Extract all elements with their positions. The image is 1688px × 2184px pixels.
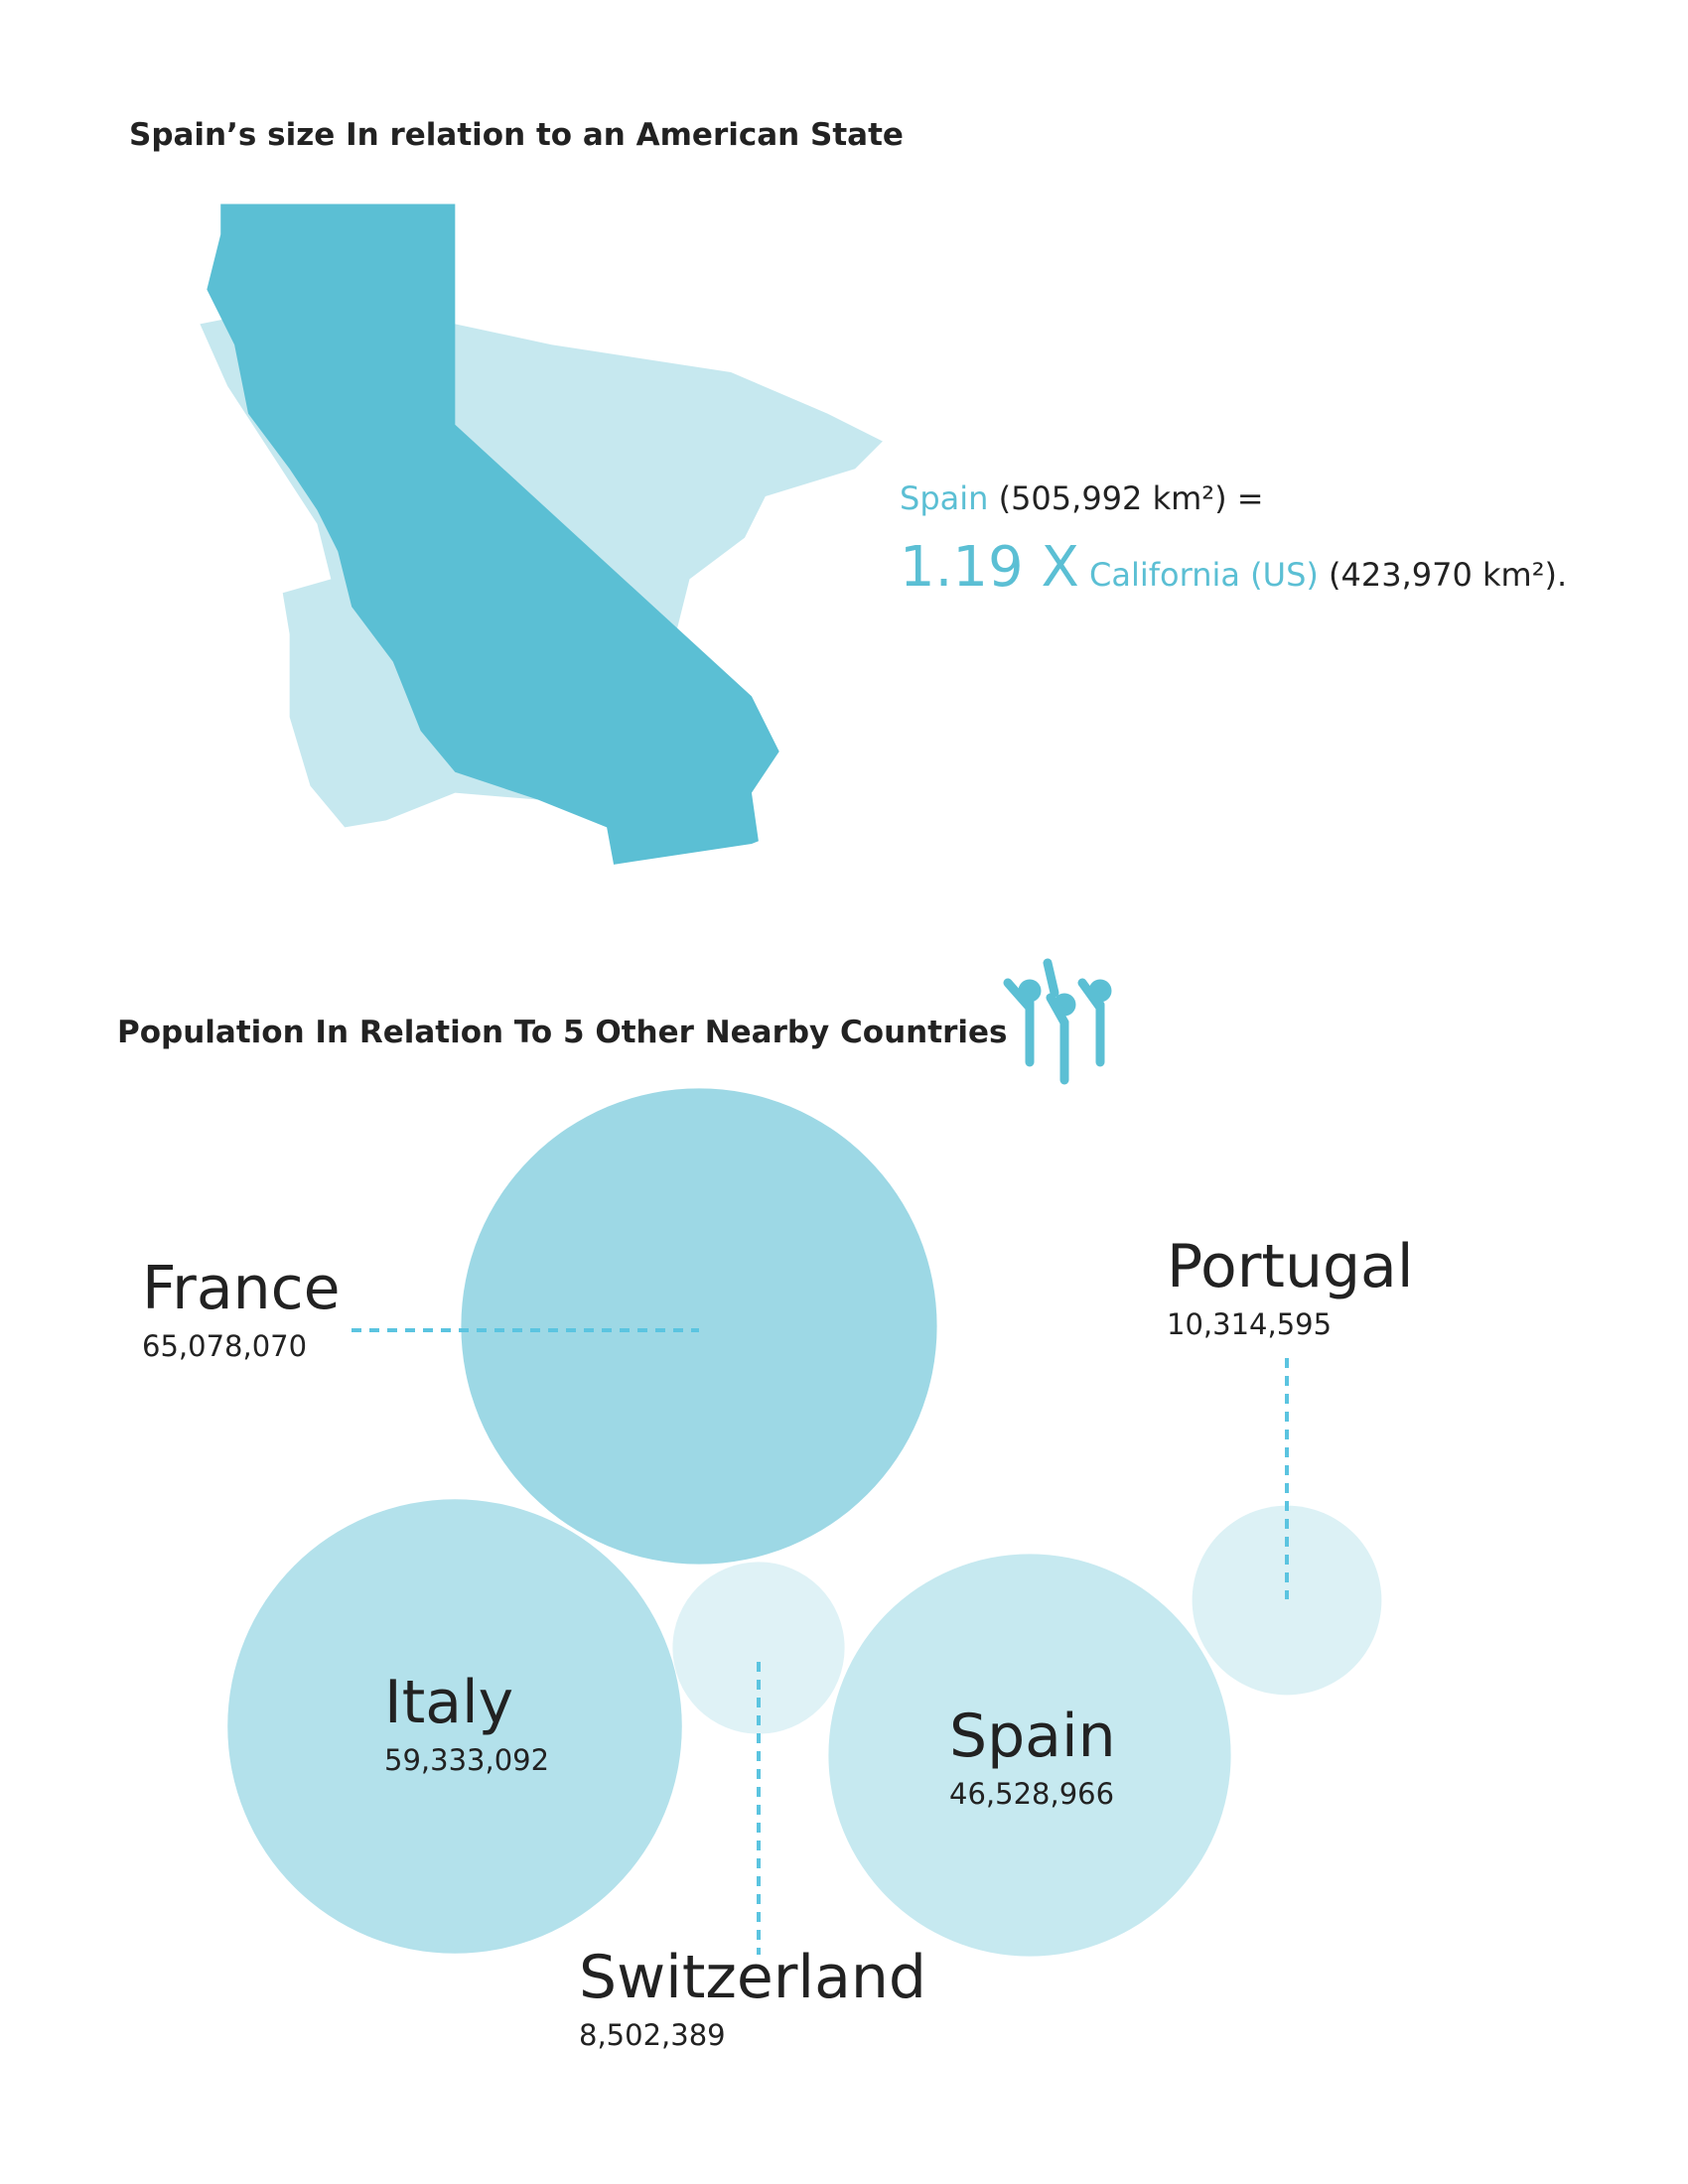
- population-label: 59,333,092: [384, 1743, 549, 1777]
- country-name: Italy: [384, 1668, 513, 1737]
- people-icon: [1003, 958, 1112, 1085]
- country-name: Switzerland: [579, 1943, 926, 2012]
- bubble: [672, 1562, 845, 1734]
- country-area: (505,992 km²) =: [999, 479, 1264, 517]
- country-name: Portugal: [1167, 1232, 1414, 1301]
- state: California (US): [1089, 556, 1319, 594]
- comparison-line-2: 1.19 X California (US) (423,970 km²).: [900, 535, 1567, 600]
- bubble: [227, 1499, 682, 1954]
- country-name: France: [142, 1254, 341, 1323]
- california-shape: [207, 204, 779, 865]
- population-label: 65,078,070: [142, 1329, 307, 1363]
- population-label: 46,528,966: [949, 1777, 1114, 1811]
- population-label: 8,502,389: [579, 2018, 726, 2052]
- population-label: 10,314,595: [1167, 1307, 1332, 1341]
- comparison-line-1: Spain (505,992 km²) =: [900, 479, 1264, 517]
- bubble: [828, 1554, 1231, 1957]
- section-title: Spain’s size In relation to an American …: [129, 117, 904, 153]
- chart-title: Population In Relation To 5 Other Nearby…: [117, 1015, 1007, 1050]
- bubble: [461, 1088, 937, 1565]
- bubble: [1192, 1505, 1382, 1696]
- country-name: Spain: [949, 1702, 1116, 1771]
- ratio: 1.19 X: [900, 535, 1079, 600]
- country: Spain: [900, 479, 988, 517]
- state-area: (423,970 km²).: [1329, 556, 1567, 594]
- map: [200, 204, 883, 865]
